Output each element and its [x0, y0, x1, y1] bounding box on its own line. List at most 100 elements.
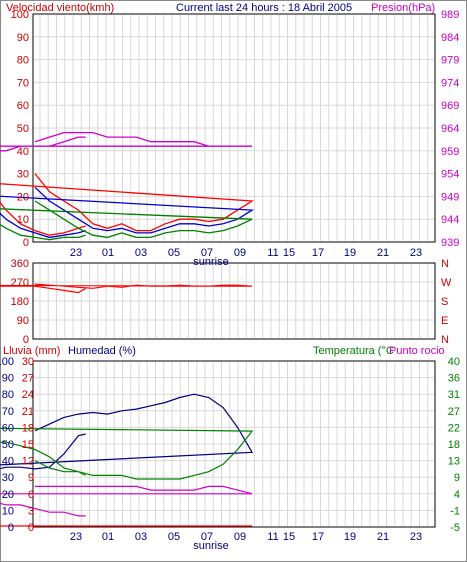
lluvia-y-tick: 24 — [22, 389, 34, 401]
wind-line-green — [0, 200, 253, 241]
grid-lines — [34, 15, 434, 526]
humedad-y-tick: 90 — [2, 373, 14, 385]
humedad-y-tick: 100 — [0, 356, 14, 368]
temperature-line — [0, 427, 254, 480]
wind-y-tick: 10 — [17, 214, 29, 226]
temperature-y-tick: 9 — [454, 472, 460, 484]
wind-line-red — [0, 173, 255, 236]
lluvia-y-tick: 12 — [22, 456, 34, 468]
temperature-y-tick: 4 — [454, 489, 460, 501]
time-tick-label: 01 — [102, 531, 114, 543]
time-tick-label: 21 — [377, 531, 389, 543]
direction-compass-label: N — [441, 258, 449, 270]
humedad-y-tick: 60 — [2, 422, 14, 434]
time-tick-label: 03 — [135, 247, 147, 259]
time-tick-label: 11 — [267, 247, 278, 259]
wind-y-tick: 0 — [23, 237, 29, 249]
humedad-y-tick: 10 — [2, 505, 14, 517]
time-tick-label: 15 — [283, 247, 295, 259]
time-tick-label: 07 — [201, 531, 213, 543]
direction-y-tick: 180 — [11, 296, 29, 308]
pressure-line — [0, 131, 253, 152]
direction-y-tick: 270 — [11, 277, 29, 289]
tick-labels: 2323010103030505070709091111151517171919… — [0, 9, 460, 552]
temperature-y-tick: 27 — [448, 406, 460, 418]
time-tick-label: 01 — [102, 247, 114, 259]
temperature-y-tick: -5 — [450, 522, 460, 534]
temperature-y-tick: 18 — [448, 439, 460, 451]
lluvia-y-tick: 15 — [22, 439, 34, 451]
data-series — [0, 131, 255, 527]
wind-y-tick: 70 — [17, 77, 29, 89]
direction-compass-label: N — [441, 334, 449, 346]
wind-direction-line — [0, 283, 253, 294]
time-tick-label: 09 — [234, 531, 246, 543]
lluvia-y-tick: 3 — [28, 505, 34, 517]
humedad-y-tick: 30 — [2, 472, 14, 484]
lluvia-y-tick: 18 — [22, 422, 34, 434]
time-tick-label: 23 — [410, 247, 422, 259]
temperatura-title: Temperatura (°C — [313, 345, 394, 357]
lluvia-y-tick: 9 — [28, 472, 34, 484]
temperature-y-tick: 22 — [448, 422, 460, 434]
time-tick-label: 17 — [312, 247, 324, 259]
humedad-y-tick: 70 — [2, 406, 14, 418]
wind-y-tick: 50 — [17, 123, 29, 135]
temperature-y-tick: -1 — [450, 505, 460, 517]
pressure-y-tick: 964 — [441, 123, 459, 135]
lluvia-y-tick: 21 — [22, 406, 34, 418]
time-tick-label: 23 — [410, 531, 422, 543]
lluvia-y-tick: 27 — [22, 373, 34, 385]
pressure-y-tick: 979 — [441, 55, 459, 67]
wind-y-tick: 60 — [17, 100, 29, 112]
time-tick-label: 23 — [70, 247, 82, 259]
humedad-y-tick: 50 — [2, 439, 14, 451]
direction-y-tick: 0 — [23, 334, 29, 346]
time-tick-label: 05 — [168, 247, 180, 259]
temperature-y-tick: 13 — [448, 456, 460, 468]
wind-y-tick: 40 — [17, 146, 29, 158]
time-tick-label: 07 — [201, 247, 213, 259]
time-tick-label: 03 — [135, 531, 147, 543]
direction-y-tick: 360 — [11, 258, 29, 270]
pressure-y-tick: 984 — [441, 32, 459, 44]
lluvia-y-tick: 30 — [22, 356, 34, 368]
wind-y-tick: 30 — [17, 169, 29, 181]
humedad-title: Humedad (%) — [68, 345, 136, 357]
wind-axis-title: Velocidad viento(kmh) — [6, 2, 114, 14]
time-tick-label: 19 — [344, 247, 356, 259]
time-tick-label: 05 — [168, 531, 180, 543]
direction-compass-label: S — [441, 296, 448, 308]
pressure-y-tick: 989 — [441, 9, 459, 21]
pressure-y-tick: 974 — [441, 77, 459, 89]
humedad-y-tick: 80 — [2, 389, 14, 401]
temperature-y-tick: 31 — [448, 389, 460, 401]
wind-y-tick: 100 — [11, 9, 29, 21]
humedad-y-tick: 20 — [2, 489, 14, 501]
time-tick-label: 17 — [312, 531, 324, 543]
time-tick-label: 15 — [283, 531, 295, 543]
sunrise-label: sunrise — [193, 540, 228, 552]
time-tick-label: 23 — [70, 531, 82, 543]
lluvia-title: Lluvia (mm) — [3, 345, 60, 357]
wind-y-tick: 20 — [17, 191, 29, 203]
pressure-y-tick: 944 — [441, 214, 459, 226]
time-tick-label: 09 — [234, 247, 246, 259]
wind-y-tick: 80 — [17, 55, 29, 67]
time-tick-label: 19 — [344, 531, 356, 543]
pressure-y-tick: 959 — [441, 146, 459, 158]
humedad-y-tick: 0 — [8, 522, 14, 534]
lluvia-y-tick: 0 — [28, 522, 34, 534]
temperature-y-tick: 36 — [448, 373, 460, 385]
humidity-line — [0, 393, 254, 470]
wind-y-tick: 90 — [17, 32, 29, 44]
lluvia-y-tick: 6 — [28, 489, 34, 501]
direction-compass-label: W — [441, 277, 452, 289]
pressure-axis-title: Presion(hPa) — [371, 2, 435, 14]
pressure-y-tick: 969 — [441, 100, 459, 112]
punto-rocio-title: Punto rocio — [389, 345, 445, 357]
humedad-y-tick: 40 — [2, 456, 14, 468]
pressure-y-tick: 954 — [441, 169, 459, 181]
